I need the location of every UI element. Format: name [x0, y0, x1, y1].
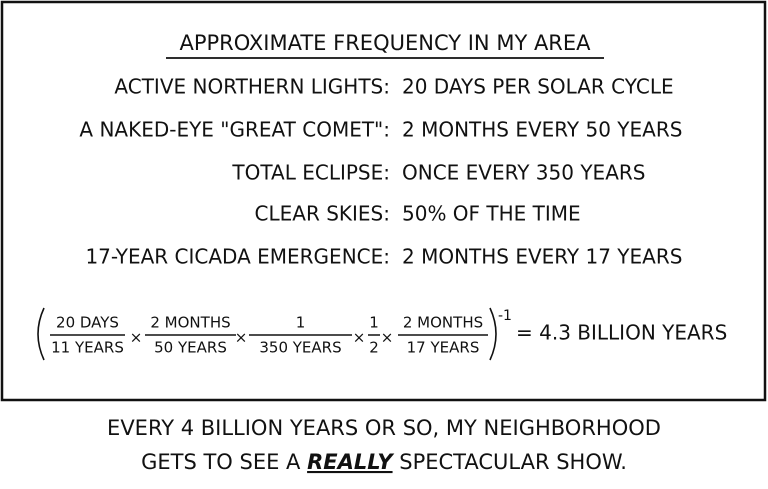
row-label: 17-YEAR CICADA EMERGENCE: — [85, 245, 390, 269]
numerator: 1 — [296, 314, 306, 332]
denominator: 50 YEARS — [154, 339, 227, 357]
numerator: 2 MONTHS — [150, 314, 230, 332]
operator: × — [353, 329, 366, 347]
operator: × — [130, 329, 143, 347]
caption-emphasis: REALLY — [307, 450, 394, 474]
row-value: 20 DAYS PER SOLAR CYCLE — [402, 75, 674, 99]
numerator: 2 MONTHS — [403, 314, 483, 332]
denominator: 11 YEARS — [51, 339, 124, 357]
paren-close — [489, 307, 497, 361]
row-label: CLEAR SKIES: — [255, 202, 390, 226]
formula: 20 DAYS 11 YEARS 2 MONTHS 50 YEARS 1 350 YEAR… — [37, 307, 727, 361]
caption-text: SPECTACULAR SHOW. — [393, 450, 627, 474]
row-label: ACTIVE NORTHERN LIGHTS: — [114, 75, 390, 99]
operator: × — [381, 329, 394, 347]
panel-title: APPROXIMATE FREQUENCY IN MY AREA — [179, 31, 591, 55]
caption-line: EVERY 4 BILLION YEARS OR SO, MY NEIGHBOR… — [107, 416, 661, 440]
denominator: 350 YEARS — [259, 339, 341, 357]
numerator: 20 DAYS — [56, 314, 119, 332]
rows: ACTIVE NORTHERN LIGHTS: 20 DAYS PER SOLAR… — [79, 75, 682, 269]
denominator: 17 YEARS — [407, 339, 480, 357]
result: = 4.3 BILLION YEARS — [516, 321, 727, 345]
row-value: 2 MONTHS EVERY 17 YEARS — [402, 245, 682, 269]
operator: × — [235, 329, 248, 347]
exponent: -1 — [498, 308, 512, 324]
row-value: 2 MONTHS EVERY 50 YEARS — [402, 118, 682, 142]
row-label: TOTAL ECLIPSE: — [231, 161, 390, 185]
panel-border — [0, 0, 767, 402]
numerator: 1 — [369, 314, 379, 332]
row-value: 50% OF THE TIME — [402, 202, 581, 226]
row-label: A NAKED-EYE "GREAT COMET": — [79, 118, 390, 142]
caption-line: GETS TO SEE A REALLY SPECTACULAR SHOW. — [141, 450, 627, 474]
row-value: ONCE EVERY 350 YEARS — [402, 161, 645, 185]
caption-text: GETS TO SEE A — [141, 450, 307, 474]
paren-open — [37, 307, 45, 361]
denominator: 2 — [369, 339, 379, 357]
